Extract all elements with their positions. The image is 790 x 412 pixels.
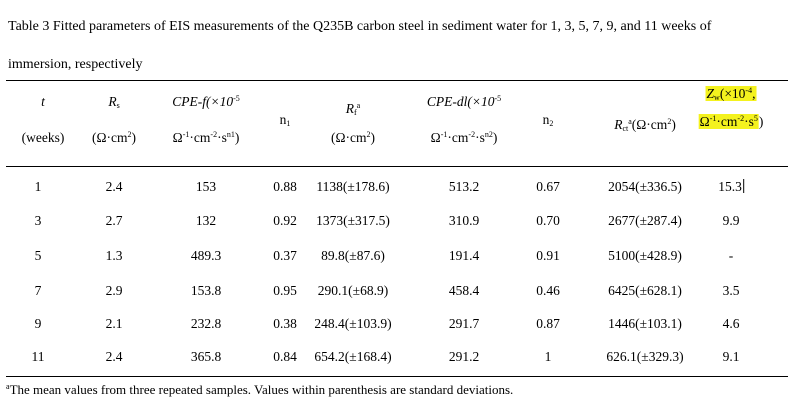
caption-line-2: immersion, respectively bbox=[8, 57, 143, 72]
cell-zw[interactable]: 15.3 bbox=[718, 179, 744, 194]
footnote-text: The mean values from three repeated samp… bbox=[9, 382, 514, 397]
cell-rct: 6425(±628.1) bbox=[608, 283, 682, 298]
cell-rf: 1373(±317.5) bbox=[316, 213, 390, 228]
header-rf-unit: (Ω·cm2) bbox=[330, 130, 376, 145]
table-footnote: aThe mean values from three repeated sam… bbox=[6, 382, 513, 398]
cell-cpe-dl: 310.9 bbox=[448, 213, 480, 228]
cell-cpe-f: 489.3 bbox=[190, 248, 222, 263]
cell-n2: 0.91 bbox=[536, 248, 560, 263]
cell-n1: 0.84 bbox=[273, 349, 297, 364]
cell-n2: 0.46 bbox=[536, 283, 560, 298]
cell-rct: 2677(±287.4) bbox=[608, 213, 682, 228]
cell-rs: 1.3 bbox=[105, 248, 123, 263]
cell-zw: 4.6 bbox=[722, 316, 740, 331]
cell-cpe-dl: 458.4 bbox=[448, 283, 480, 298]
cell-n1: 0.37 bbox=[273, 248, 297, 263]
header-cpe-f-unit: Ω-1·cm-2·sn1) bbox=[172, 130, 240, 145]
cell-rf: 654.2(±168.4) bbox=[314, 349, 392, 364]
cell-n1: 0.95 bbox=[273, 283, 297, 298]
table-top-rule bbox=[6, 80, 788, 82]
cell-rf: 290.1(±68.9) bbox=[317, 283, 389, 298]
caption-line-1: Table 3 Fitted parameters of EIS measure… bbox=[8, 19, 712, 34]
header-rct: Rcta(Ω·cm2) bbox=[614, 117, 676, 133]
cell-t: 3 bbox=[34, 213, 42, 228]
cell-n1: 0.92 bbox=[273, 213, 297, 228]
cell-zw: 9.9 bbox=[722, 213, 740, 228]
cell-t: 5 bbox=[34, 248, 42, 263]
header-cpe-dl-unit: Ω-1·cm-2·sn2) bbox=[430, 130, 498, 145]
cell-rf: 89.8(±87.6) bbox=[321, 248, 385, 263]
cell-cpe-f: 153.8 bbox=[190, 283, 222, 298]
cell-cpe-f: 132 bbox=[195, 213, 217, 228]
cell-rct: 626.1(±329.3) bbox=[606, 349, 684, 364]
footnote-mark: a bbox=[6, 382, 10, 391]
cell-cpe-dl: 291.7 bbox=[448, 316, 480, 331]
header-cpe-dl: CPE-dl(×10-5 bbox=[426, 94, 502, 109]
cell-n1: 0.88 bbox=[273, 179, 297, 194]
cell-cpe-dl: 513.2 bbox=[448, 179, 480, 194]
cell-rf: 1138(±178.6) bbox=[316, 179, 390, 194]
header-n2: n2 bbox=[542, 112, 554, 128]
header-n1: n1 bbox=[279, 112, 291, 128]
cell-n1: 0.38 bbox=[273, 316, 297, 331]
cell-cpe-f: 153 bbox=[195, 179, 217, 194]
cell-zw: 3.5 bbox=[722, 283, 740, 298]
header-rs-unit: (Ω·cm2) bbox=[91, 130, 137, 145]
cell-rs: 2.7 bbox=[105, 213, 123, 228]
cell-zw: 9.1 bbox=[722, 349, 740, 364]
cell-n2: 1 bbox=[544, 349, 552, 364]
cell-n2: 0.67 bbox=[536, 179, 560, 194]
text-cursor bbox=[742, 179, 744, 193]
cell-rct: 2054(±336.5) bbox=[608, 179, 682, 194]
cell-n2: 0.70 bbox=[536, 213, 560, 228]
cell-rs: 2.9 bbox=[105, 283, 123, 298]
header-rs: Rs bbox=[108, 94, 120, 110]
header-zw-unit: Ω-1·cm-2·s5) bbox=[698, 114, 764, 129]
header-t-unit: (weeks) bbox=[21, 130, 65, 145]
cell-rct: 1446(±103.1) bbox=[608, 316, 682, 331]
cell-rs: 2.1 bbox=[105, 316, 123, 331]
header-rf: Rfa bbox=[345, 101, 361, 117]
table-header-rule bbox=[6, 166, 788, 168]
cell-rf: 248.4(±103.9) bbox=[314, 316, 392, 331]
cell-rs: 2.4 bbox=[105, 349, 123, 364]
header-t: t bbox=[41, 94, 45, 109]
header-cpe-f: CPE-f(×10-5 bbox=[172, 94, 240, 109]
cell-rct: 5100(±428.9) bbox=[608, 248, 682, 263]
cell-t: 7 bbox=[34, 283, 42, 298]
cell-rs: 2.4 bbox=[105, 179, 123, 194]
cell-cpe-f: 365.8 bbox=[190, 349, 222, 364]
cell-cpe-f: 232.8 bbox=[190, 316, 222, 331]
cell-n2: 0.87 bbox=[536, 316, 560, 331]
cell-cpe-dl: 191.4 bbox=[448, 248, 480, 263]
cell-cpe-dl: 291.2 bbox=[448, 349, 480, 364]
table-caption: Table 3 Fitted parameters of EIS measure… bbox=[8, 8, 784, 84]
table-bottom-rule bbox=[6, 376, 788, 378]
header-zw: Zw(×10-4, bbox=[705, 86, 757, 102]
cell-zw: - bbox=[728, 248, 734, 263]
cell-t: 1 bbox=[34, 179, 42, 194]
cell-t: 9 bbox=[34, 316, 42, 331]
cell-t: 11 bbox=[31, 349, 45, 364]
